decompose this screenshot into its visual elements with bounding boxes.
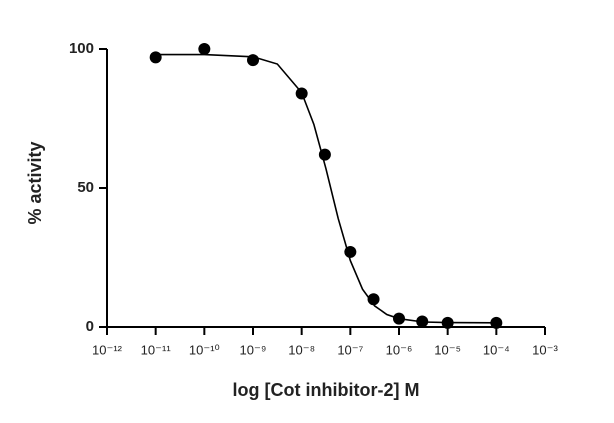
data-point <box>441 316 454 329</box>
x-tick-label: 10⁻¹⁰ <box>189 342 220 357</box>
x-tick-label: 10⁻⁷ <box>337 342 363 357</box>
data-point <box>198 43 211 55</box>
data-point <box>367 293 380 306</box>
data-point <box>247 54 259 67</box>
data-point <box>490 316 503 329</box>
data-point <box>295 87 308 100</box>
data-point <box>393 312 405 325</box>
x-tick-label: 10⁻⁶ <box>386 342 413 357</box>
data-point <box>318 148 331 161</box>
x-axis-label: log [Cot inhibitor-2] M <box>233 380 420 400</box>
data-point <box>344 245 357 258</box>
y-tick-label: 100 <box>69 40 94 57</box>
data-point <box>416 315 429 328</box>
y-tick-label: 0 <box>86 318 94 335</box>
x-tick-label: 10⁻¹¹ <box>141 342 172 357</box>
x-tick-label: 10⁻⁴ <box>483 342 510 357</box>
fit-curve <box>155 53 497 324</box>
x-tick-label: 10⁻⁸ <box>288 342 315 357</box>
x-tick-label: 10⁻¹² <box>92 342 123 357</box>
data-point <box>149 51 162 64</box>
y-axis-label: % activity <box>25 141 45 224</box>
y-tick-label: 50 <box>77 179 94 196</box>
x-tick-label: 10⁻³ <box>532 342 558 357</box>
x-tick-label: 10⁻⁵ <box>434 342 461 357</box>
x-tick-label: 10⁻⁹ <box>240 342 267 357</box>
